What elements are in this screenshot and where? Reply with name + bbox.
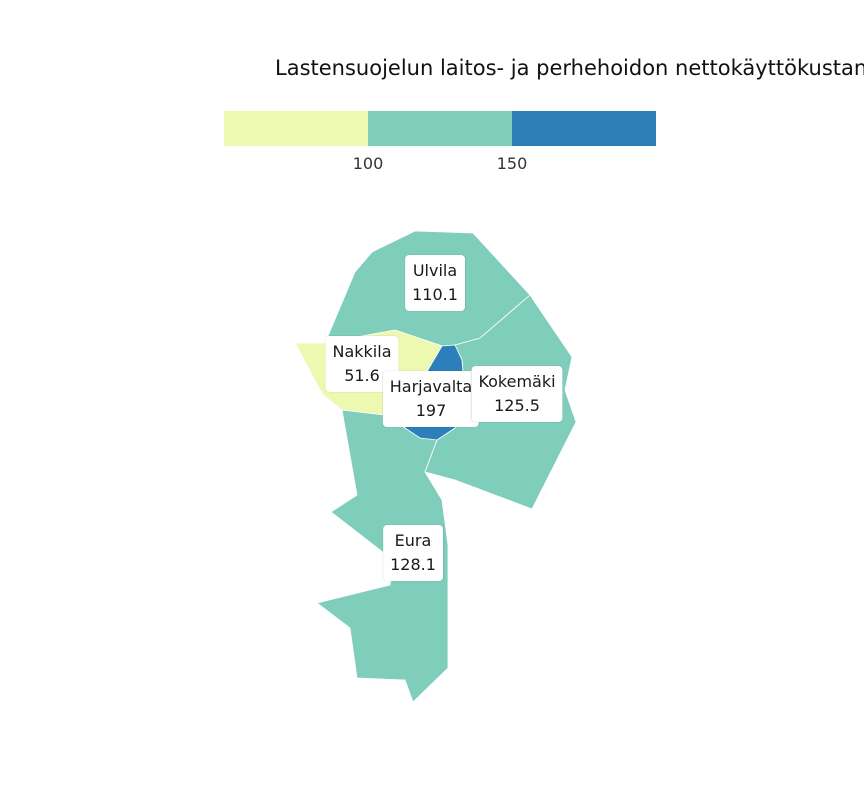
label-ulvila-name: Ulvila bbox=[412, 261, 458, 280]
legend-tick-150: 150 bbox=[496, 154, 528, 173]
label-eura-name: Eura bbox=[394, 531, 432, 550]
label-harjavalta-value: 197 bbox=[415, 401, 447, 420]
label-harjavalta-name: Harjavalta bbox=[389, 377, 473, 396]
label-kokemaki-name: Kokemäki bbox=[478, 372, 556, 391]
label-harjavalta: Harjavalta 197 bbox=[382, 371, 480, 427]
legend-segment-low bbox=[224, 111, 368, 146]
label-nakkila-value: 51.6 bbox=[344, 366, 380, 385]
map-title: Lastensuojelun laitos- ja perhehoidon ne… bbox=[275, 56, 864, 80]
label-kokemaki: Kokemäki 125.5 bbox=[471, 366, 563, 422]
legend-segment-mid bbox=[368, 111, 512, 146]
label-eura: Eura 128.1 bbox=[383, 525, 443, 581]
label-kokemaki-value: 125.5 bbox=[494, 396, 540, 415]
color-legend bbox=[224, 111, 656, 146]
label-ulvila: Ulvila 110.1 bbox=[405, 255, 465, 311]
label-nakkila-name: Nakkila bbox=[332, 342, 392, 361]
label-ulvila-value: 110.1 bbox=[412, 285, 458, 304]
legend-tick-100: 100 bbox=[352, 154, 384, 173]
legend-segment-high bbox=[512, 111, 656, 146]
label-eura-value: 128.1 bbox=[390, 555, 436, 574]
